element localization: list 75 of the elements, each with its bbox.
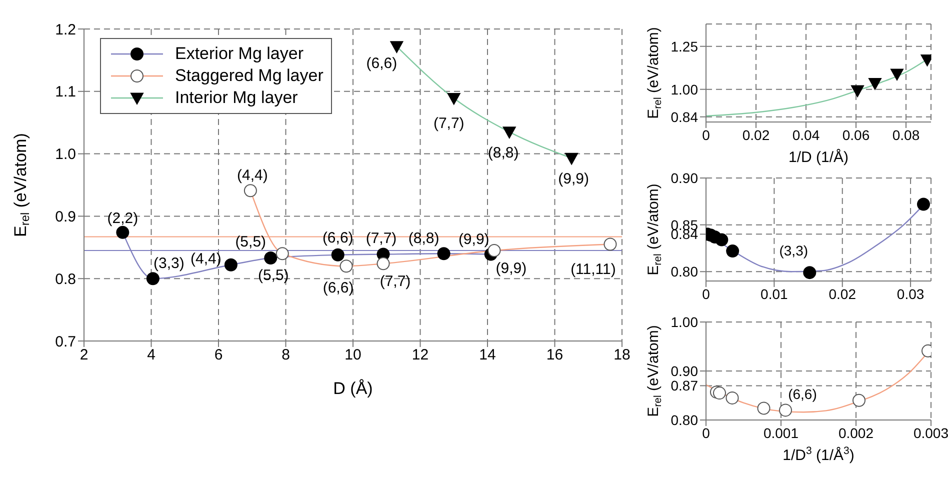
annotation: (11,11) (570, 260, 616, 278)
annotation: (8,8) (488, 144, 519, 162)
y-tick-label: 0.9 (55, 208, 76, 226)
point (868, 78, 882, 90)
x-tick-label: 0.003 (913, 424, 948, 441)
x-tick-label: 4 (147, 346, 156, 364)
point (713, 386, 726, 400)
x-tick-label: 0.03 (896, 286, 924, 302)
point (851, 85, 864, 98)
x-tick-label: 0.01 (760, 286, 788, 302)
point (803, 266, 816, 280)
x-tick-label: 0.02 (742, 126, 770, 143)
annotation: (8,8) (408, 230, 440, 248)
x-tick-label: 0.04 (792, 126, 820, 143)
annotation: (9,9) (458, 230, 490, 248)
legend-label: Interior Mg layer (175, 88, 298, 108)
annotation: (6,6) (788, 386, 817, 402)
y-tick-label: 0.90 (670, 362, 698, 379)
x-tick-label: 0.08 (892, 126, 920, 143)
annotation: (6,6) (322, 229, 354, 246)
x-tick-label: 8 (282, 346, 290, 364)
point (852, 394, 866, 407)
x-tick-label: 18 (614, 346, 630, 364)
y-tick-label: 0.87 (670, 378, 698, 394)
point (757, 402, 770, 415)
y-tick-label: 0.84 (670, 108, 698, 125)
point (917, 198, 930, 211)
annotation: (6,6) (366, 54, 398, 72)
annotation: (4,4) (190, 250, 222, 268)
y-tick-label: 0.7 (55, 333, 76, 350)
y-tick-label: 1.2 (55, 21, 76, 38)
x-axis-title: 1/D (1/Å) (788, 148, 849, 166)
x-tick-label: 0.06 (842, 126, 870, 143)
point (726, 391, 739, 404)
annotation: (4,4) (237, 167, 268, 184)
y-tick-label: 1.00 (670, 314, 698, 330)
y-tick-label: 0.80 (670, 264, 698, 280)
x-axis-title: D (Å) (333, 379, 373, 398)
y-tick-label: 0.80 (670, 412, 698, 428)
x-tick-label: 6 (214, 346, 223, 364)
annotation: (9,9) (496, 260, 527, 278)
point (726, 244, 740, 258)
y-tick-label: 0.8 (55, 270, 76, 288)
x-tick-label: 16 (546, 346, 564, 364)
legend-label: Staggered Mg layer (175, 66, 324, 86)
annotation: (7,7) (366, 230, 397, 247)
x-tick-label: 14 (479, 346, 496, 364)
x-tick-label: 2 (80, 346, 88, 364)
annotation: (3,3) (154, 255, 184, 272)
x-tick-label: 0.001 (763, 424, 799, 441)
annotation: (7,7) (380, 273, 411, 290)
annotation: (5,5) (258, 267, 289, 284)
y-tick-label: 1.00 (670, 81, 698, 98)
annotation: (5,5) (235, 234, 266, 251)
x-tick-label: 10 (344, 346, 362, 364)
x-tick-label: 0 (702, 126, 710, 143)
x-tick-label: 0.02 (828, 286, 856, 302)
y-tick-label: 1.0 (55, 146, 76, 164)
x-tick-label: 12 (412, 346, 429, 364)
x-axis-title: 1/D$^{3}$ (1/Å$^{3}$) (782, 445, 854, 464)
y-tick-label: 1.1 (55, 84, 76, 101)
annotation: (9,9) (558, 170, 589, 188)
legend-label: Exterior Mg layer (175, 44, 304, 64)
y-tick-label: 0.90 (670, 170, 698, 186)
annotation: (2,2) (107, 210, 138, 227)
y-tick-label: 1.25 (670, 38, 698, 54)
point (890, 68, 904, 81)
x-tick-label: 0.002 (838, 424, 874, 441)
point (715, 233, 728, 246)
annotation: (6,6) (322, 280, 354, 297)
annotation: (3,3) (779, 242, 808, 259)
annotation: (7,7) (433, 114, 464, 132)
point (779, 404, 792, 417)
x-tick-label: 0 (702, 286, 710, 302)
x-tick-label: 0 (702, 424, 710, 441)
